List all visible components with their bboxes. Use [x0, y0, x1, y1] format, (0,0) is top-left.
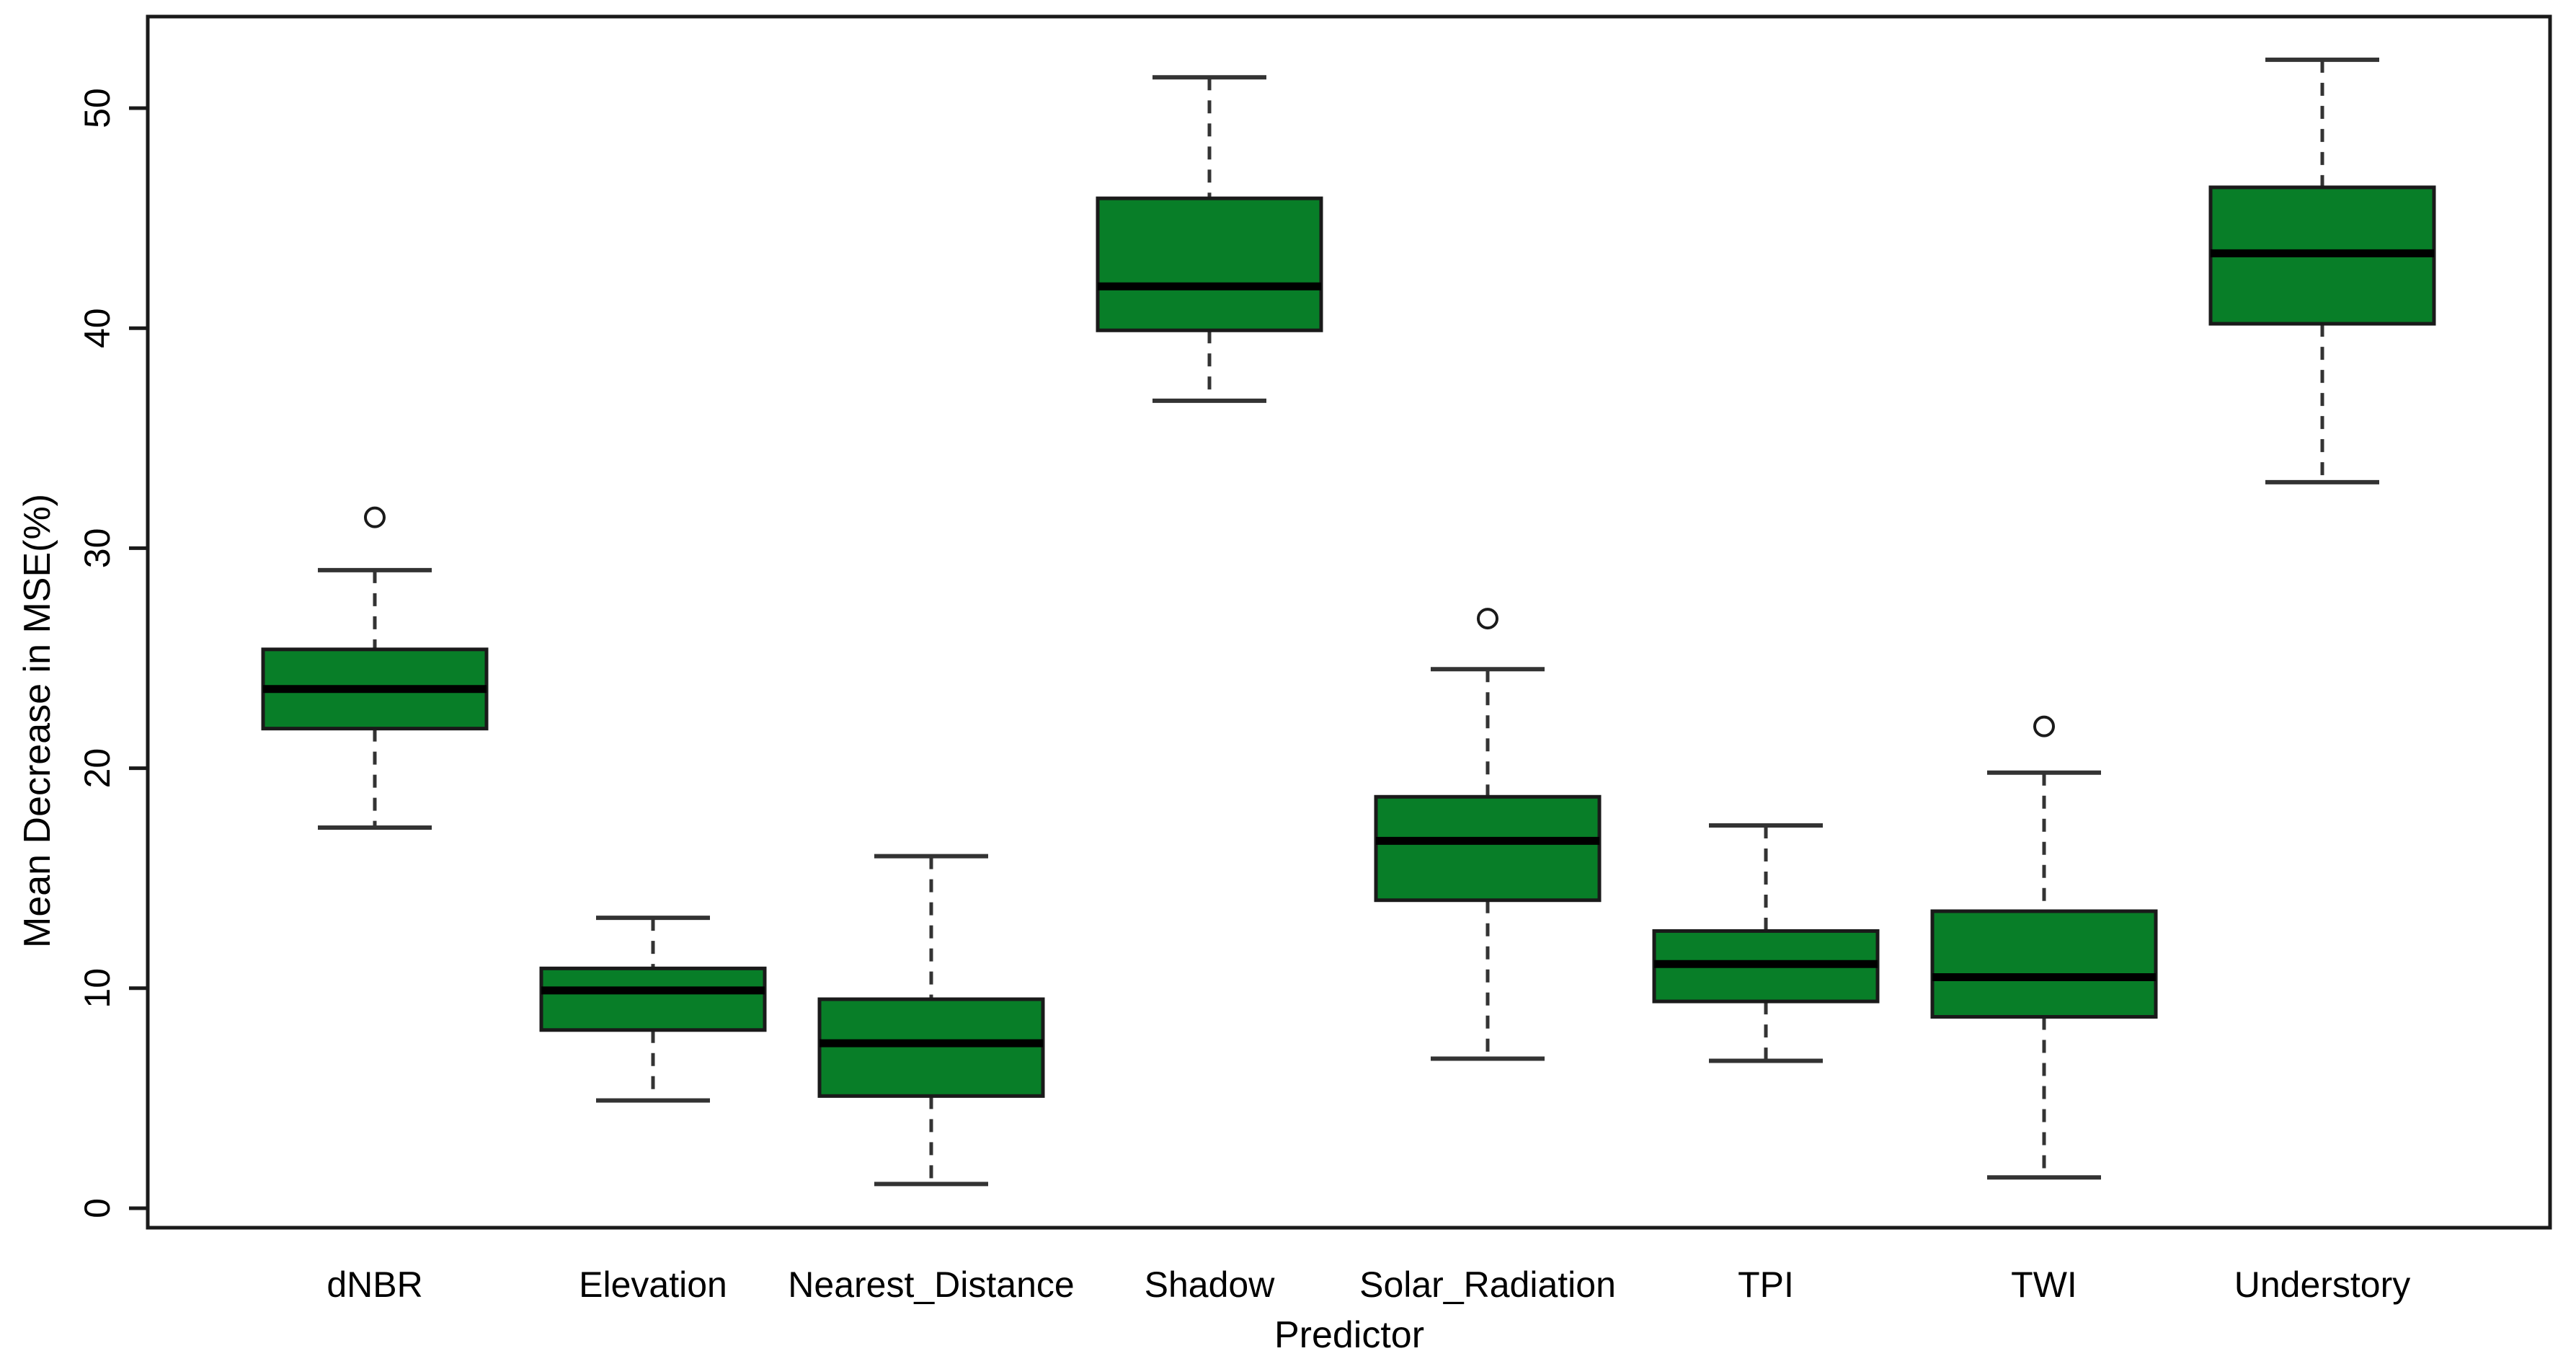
- x-axis-category-labels: dNBR Elevation Nearest_Distance Shadow Solar…: [327, 1264, 2410, 1305]
- y-tick-label: 0: [77, 1198, 117, 1218]
- y-tick-label: 30: [77, 528, 117, 569]
- x-category-label: TPI: [1738, 1264, 1794, 1305]
- y-tick-label: 20: [77, 748, 117, 789]
- boxplot-group-Solar_Radiation: [1374, 608, 1602, 1061]
- y-axis: 0 10 20 30 40 50: [77, 88, 148, 1218]
- outlier-point: [364, 506, 386, 528]
- x-category-label: Solar_Radiation: [1359, 1264, 1616, 1305]
- y-tick-label: 50: [77, 88, 117, 128]
- boxplot-group-Shadow: [1096, 75, 1323, 403]
- iqr-box: [1096, 196, 1323, 332]
- x-category-label: Nearest_Distance: [788, 1264, 1074, 1305]
- x-category-label: Understory: [2234, 1264, 2411, 1305]
- x-axis-title: Predictor: [1274, 1314, 1424, 1356]
- boxplot-group-TWI: [1930, 715, 2158, 1180]
- y-tick-label: 40: [77, 308, 117, 348]
- x-category-label: Elevation: [579, 1264, 727, 1305]
- x-category-label: Shadow: [1145, 1264, 1276, 1305]
- boxplot-group-dNBR: [261, 506, 489, 830]
- iqr-box: [539, 966, 767, 1032]
- boxes-layer: [261, 57, 2436, 1187]
- boxplot-group-Elevation: [539, 916, 767, 1103]
- iqr-box: [1374, 794, 1602, 903]
- y-axis-title: Mean Decrease in MSE(%): [17, 494, 58, 948]
- outlier-point: [2033, 715, 2055, 737]
- y-tick-label: 10: [77, 968, 117, 1009]
- x-category-label: dNBR: [327, 1264, 422, 1305]
- x-category-label: TWI: [2011, 1264, 2077, 1305]
- plot-border: [146, 14, 2552, 1230]
- iqr-box: [1930, 909, 2158, 1019]
- iqr-box: [817, 997, 1045, 1098]
- outlier-point: [1477, 608, 1498, 630]
- boxplot-group-Nearest_Distance: [817, 854, 1045, 1187]
- boxplot-group-Understory: [2208, 57, 2436, 484]
- boxplot-group-TPI: [1652, 823, 1880, 1063]
